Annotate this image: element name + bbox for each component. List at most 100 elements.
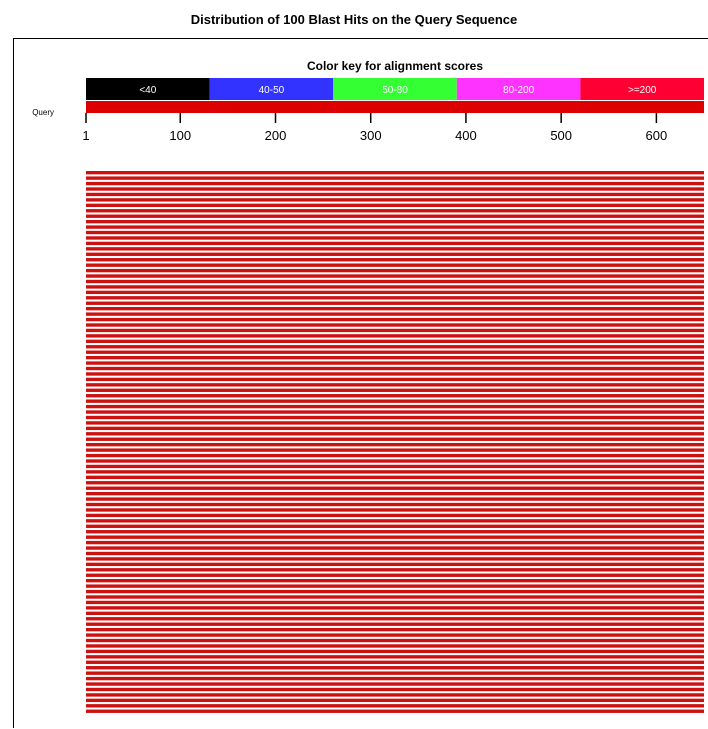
hit-bar[interactable] [86,649,704,654]
hit-bar[interactable] [86,219,704,224]
hit-bar[interactable] [86,181,704,186]
hit-bar[interactable] [86,230,704,235]
hit-bar[interactable] [86,296,704,300]
hit-bar[interactable] [86,633,704,637]
hit-bar[interactable] [86,415,704,420]
hit-bar[interactable] [86,600,704,605]
hit-bar[interactable] [86,698,704,703]
hit-bar[interactable] [86,432,704,436]
hit-bar[interactable] [86,355,704,360]
hit-bar[interactable] [86,644,704,648]
hit-bar[interactable] [86,709,704,713]
hit-bar[interactable] [86,176,704,180]
hit-bar[interactable] [86,361,704,365]
hit-bar[interactable] [86,448,704,452]
hit-bar[interactable] [86,595,704,599]
hit-bar[interactable] [86,426,704,431]
hit-bar[interactable] [86,453,704,458]
hit-bar[interactable] [86,410,704,414]
hit-bar[interactable] [86,192,704,197]
hit-bar[interactable] [86,573,704,577]
hit-bar[interactable] [86,317,704,322]
hit-bar[interactable] [86,464,704,469]
hit-bar[interactable] [86,584,704,588]
hit-bar[interactable] [86,307,704,311]
hit-bar[interactable] [86,660,704,664]
hit-bar[interactable] [86,546,704,550]
hit-bar[interactable] [86,268,704,273]
hit-bar[interactable] [86,617,704,621]
hit-bar[interactable] [86,540,704,545]
hit-bar[interactable] [86,513,704,518]
hit-bar[interactable] [86,579,704,583]
hit-bar[interactable] [86,345,704,349]
hit-bar[interactable] [86,203,704,208]
hit-bar[interactable] [86,350,704,354]
hit-bar[interactable] [86,524,704,528]
hit-bar[interactable] [86,404,704,409]
hit-bar[interactable] [86,530,704,534]
hit-bar[interactable] [86,236,704,240]
hit-bar[interactable] [86,209,704,213]
hit-bar[interactable] [86,481,704,485]
hit-bar[interactable] [86,502,704,507]
hit-bar[interactable] [86,486,704,490]
hit-bar[interactable] [86,627,704,632]
hit-bar[interactable] [86,693,704,697]
hit-bar[interactable] [86,519,704,523]
hit-bar[interactable] [86,562,704,567]
hit-bar[interactable] [86,655,704,659]
hit-bar[interactable] [86,671,704,675]
hit-bar[interactable] [86,279,704,284]
hit-bar[interactable] [86,263,704,267]
hit-bar[interactable] [86,606,704,610]
hit-bar[interactable] [86,312,704,316]
hit-bar[interactable] [86,437,704,441]
hit-bar[interactable] [86,366,704,371]
hit-bar[interactable] [86,568,704,572]
hit-bar[interactable] [86,638,704,643]
hit-bar[interactable] [86,508,704,512]
hit-bar[interactable] [86,394,704,398]
hit-bar[interactable] [86,328,704,333]
hit-bar[interactable] [86,214,704,218]
hit-bar[interactable] [86,551,704,556]
hit-bar[interactable] [86,334,704,338]
hit-bar[interactable] [86,258,704,262]
hit-bar[interactable] [86,470,704,474]
hit-bar[interactable] [86,285,704,289]
hit-bar[interactable] [86,377,704,382]
hit-bar[interactable] [86,383,704,387]
hit-bar[interactable] [86,198,704,202]
hit-bar[interactable] [86,497,704,501]
hit-bar[interactable] [86,535,704,539]
hit-bar[interactable] [86,421,704,425]
hit-bar[interactable] [86,666,704,670]
hit-bar[interactable] [86,171,704,175]
hit-bar[interactable] [86,323,704,327]
hit-bar[interactable] [86,611,704,616]
hit-bar[interactable] [86,274,704,278]
hit-bar[interactable] [86,225,704,229]
hit-bar[interactable] [86,682,704,686]
hit-bar[interactable] [86,491,704,496]
hit-bar[interactable] [86,187,704,191]
hit-bar[interactable] [86,557,704,561]
hit-bar[interactable] [86,459,704,463]
hit-bar[interactable] [86,687,704,692]
hit-bar[interactable] [86,443,704,447]
hit-bar[interactable] [86,290,704,295]
hit-bar[interactable] [86,622,704,626]
hit-bar[interactable] [86,589,704,594]
hit-bar[interactable] [86,241,704,246]
hit-bar[interactable] [86,399,704,403]
hit-bar[interactable] [86,301,704,305]
hit-bar[interactable] [86,247,704,251]
hit-bar[interactable] [86,388,704,392]
hit-bar[interactable] [86,372,704,376]
hit-bar[interactable] [86,475,704,480]
hit-bar[interactable] [86,704,704,708]
hit-bar[interactable] [86,252,704,256]
hit-bar[interactable] [86,339,704,344]
hit-bar[interactable] [86,676,704,681]
